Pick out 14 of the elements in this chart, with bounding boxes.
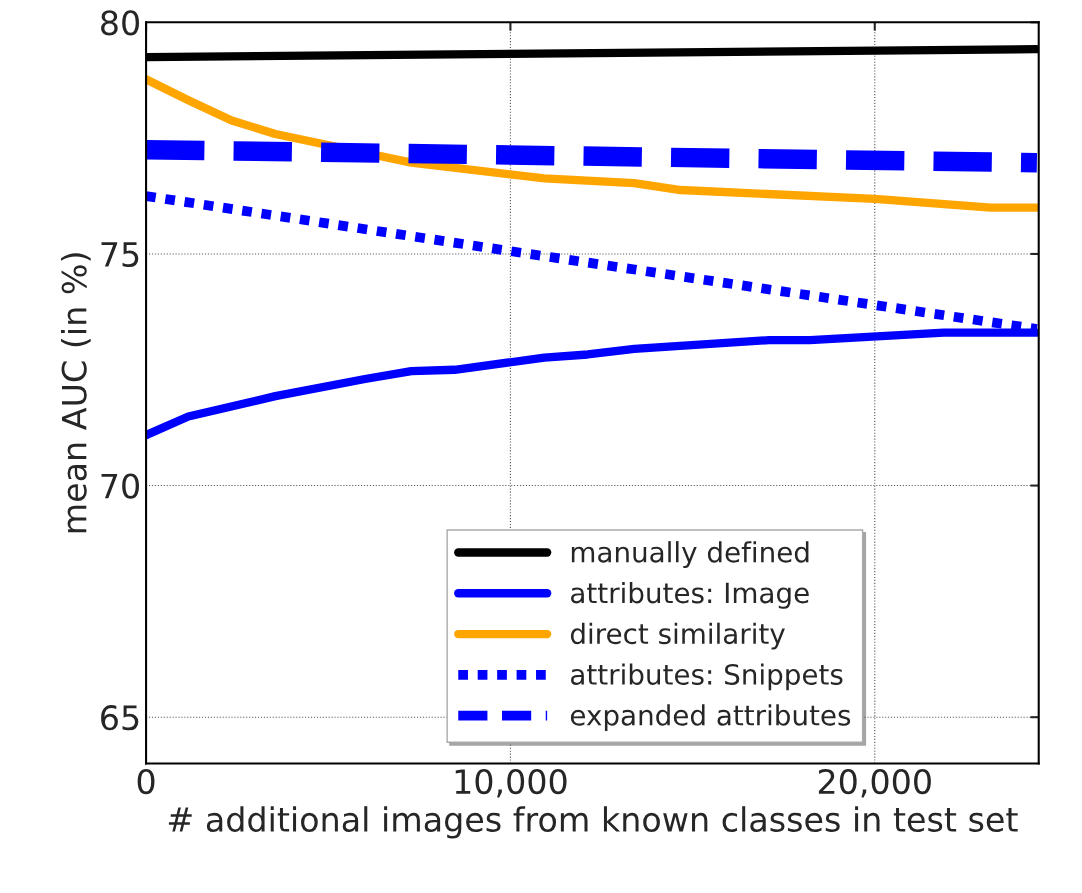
y-tick-label: 80: [101, 10, 139, 36]
legend-label: direct similarity: [570, 622, 785, 650]
legend-label: attributes: Snippets: [571, 663, 843, 691]
legend-label: manually defined: [571, 541, 809, 569]
x-axis-title: # additional images from known classes in test set: [168, 806, 1018, 839]
legend-label: expanded attributes: [570, 704, 851, 732]
x-tick-label: 10,000: [455, 768, 567, 798]
y-axis-title: mean AUC (in %): [60, 253, 91, 533]
y-tick-label: 70: [101, 473, 139, 499]
x-tick-label: 20,000: [818, 768, 931, 798]
legend-label: attributes: Image: [571, 581, 809, 609]
x-tick-label: 0: [137, 768, 155, 795]
y-tick-label: 75: [101, 242, 139, 268]
y-tick-label: 65: [101, 705, 139, 731]
